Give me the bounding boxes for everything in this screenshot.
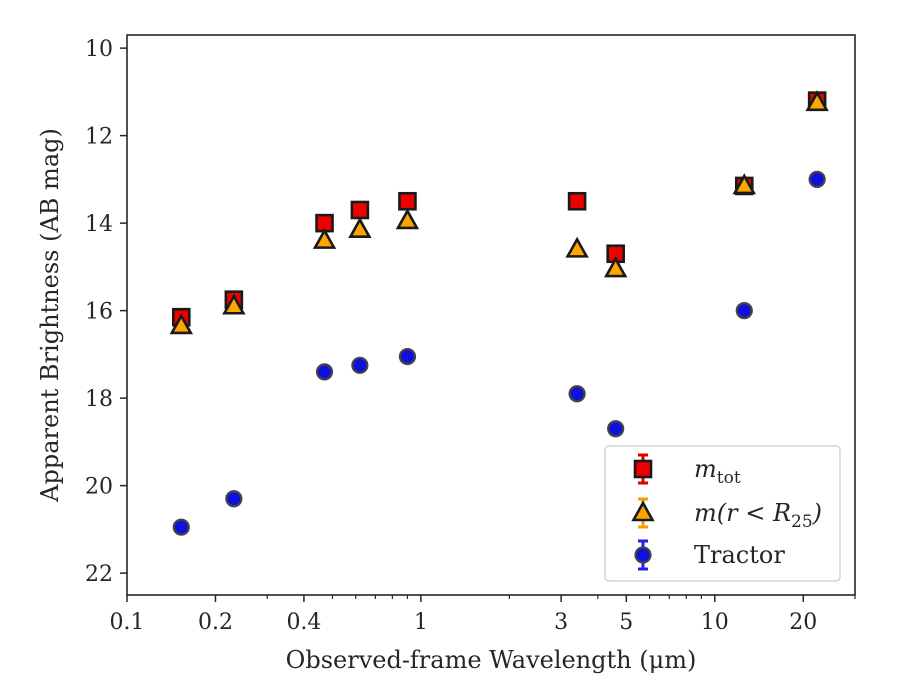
- x-tick-label: 1: [414, 610, 428, 635]
- data-marks: [169, 90, 829, 536]
- legend-label: mtot: [694, 455, 741, 488]
- legend-label: Tractor: [694, 541, 785, 569]
- y-tick-label: 22: [85, 562, 113, 587]
- data-point-square: [350, 200, 370, 220]
- y-tick-label: 16: [85, 300, 113, 325]
- data-point-circle: [735, 302, 753, 320]
- data-point-triangle: [312, 227, 337, 249]
- x-tick-label: 3: [554, 610, 568, 635]
- y-axis-label: Apparent Brightness (AB mag): [36, 128, 64, 503]
- y-tick-label: 18: [85, 387, 113, 412]
- legend-entry: mtot: [633, 453, 741, 488]
- data-point-triangle: [348, 217, 372, 238]
- data-point-triangle: [565, 236, 589, 258]
- legend-frame: [604, 445, 841, 582]
- legend: mtot m(r < R25) Tractor: [604, 445, 841, 582]
- y-tick-label: 20: [85, 475, 113, 500]
- data-point-circle: [315, 363, 334, 381]
- data-point-triangle: [395, 208, 420, 230]
- data-point-circle: [172, 518, 190, 536]
- x-axis-label: Observed-frame Wavelength (μm): [286, 646, 697, 674]
- data-point-circle: [351, 356, 369, 374]
- data-point-triangle: [732, 173, 756, 195]
- series-circle: [172, 170, 826, 536]
- data-point-circle: [225, 490, 243, 508]
- legend-label: m(r < R25): [694, 499, 822, 532]
- axis-ticks: 0.1 0.2 0.4 1 3 5 10 20 10 12 14 16 18 20 22: [85, 37, 856, 635]
- x-tick-label: 0.4: [286, 610, 321, 635]
- data-point-circle: [568, 385, 586, 403]
- data-point-triangle: [805, 90, 829, 112]
- x-tick-label: 0.1: [110, 610, 145, 635]
- legend-entries: mtot m(r < R25) Tractor: [631, 453, 822, 571]
- data-point-triangle: [169, 313, 193, 335]
- x-tick-label: 20: [789, 610, 817, 635]
- data-point-square: [567, 191, 587, 211]
- y-tick-label: 10: [85, 37, 113, 62]
- series-triangle: [169, 90, 829, 335]
- x-tick-label: 10: [701, 610, 729, 635]
- data-point-triangle: [222, 293, 246, 315]
- legend-entry: m(r < R25): [631, 497, 822, 532]
- data-point-circle: [808, 170, 826, 188]
- legend-entry: Tractor: [634, 539, 785, 571]
- data-point-square: [398, 191, 417, 211]
- x-tick-label: 5: [619, 610, 633, 635]
- legend-marker-triangle: [631, 500, 655, 522]
- plot-frame: [126, 34, 856, 596]
- data-point-triangle: [603, 256, 628, 278]
- y-tick-label: 12: [85, 125, 113, 150]
- data-point-circle: [398, 347, 417, 366]
- y-tick-label: 14: [85, 212, 113, 237]
- legend-marker-square: [633, 459, 653, 479]
- x-tick-label: 0.2: [198, 610, 233, 635]
- data-point-circle: [607, 420, 625, 438]
- legend-marker-circle: [634, 546, 652, 564]
